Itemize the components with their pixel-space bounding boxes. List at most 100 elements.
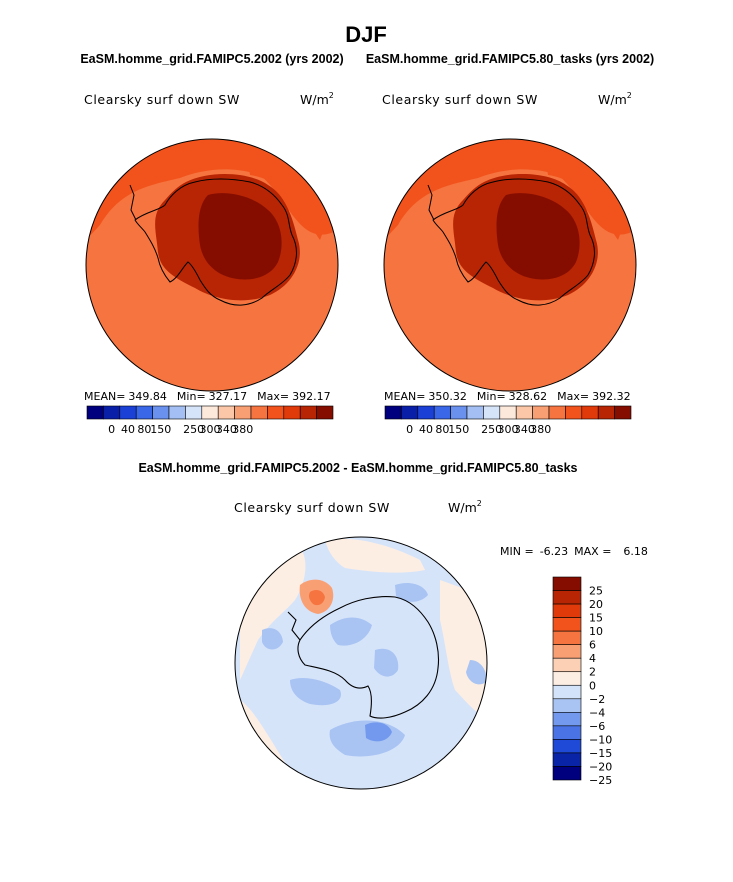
- panel-left-map: [86, 139, 338, 391]
- panel-right-colorbar-label: 0: [406, 423, 413, 436]
- panel-diff-colorbar-swatch: [552, 630, 582, 645]
- panel-right-colorbar-swatch: [466, 405, 484, 420]
- panel-right-colorbar-swatch: [499, 405, 517, 420]
- panel-diff-colorbar-label: −2: [589, 693, 605, 706]
- panel-diff-colorbar-swatch: [552, 617, 582, 632]
- panel-left-stats: MEAN= 349.84 Min= 327.17 Max= 392.17: [84, 390, 331, 403]
- panel-left-colorbar-swatch: [86, 405, 104, 420]
- panel-diff-colorbar-swatch: [552, 644, 582, 659]
- panel-left-colorbar-swatch: [168, 405, 186, 420]
- panel-diff-colorbar-swatch: [552, 657, 582, 673]
- panel-diff-colorbar-swatch: [552, 576, 582, 591]
- panel-right-map-border: [383, 138, 637, 392]
- panel-right-colorbar-swatch: [565, 405, 583, 420]
- panel-left-coastline: [134, 178, 297, 306]
- panel-left-colorbar-label: 0: [108, 423, 115, 436]
- panel-right-colorbar-swatch: [450, 405, 468, 420]
- panel-diff-colorbar-swatch: [552, 725, 582, 740]
- panel-right-colorbar-label: 380: [530, 423, 551, 436]
- panel-left-colorbar-label: 340: [216, 423, 237, 436]
- panel-right-colorbar-swatch: [597, 405, 615, 420]
- panel-left-colorbar-swatch: [103, 405, 121, 420]
- panel-diff-colorbar-swatch: [552, 603, 582, 618]
- panel-right-colorbar-swatch: [515, 405, 533, 420]
- panel-right-colorbar-swatch: [417, 405, 435, 420]
- panel-right-colorbar-swatch: [433, 405, 451, 420]
- panel-right-map: [384, 139, 636, 391]
- panel-right-colorbar-swatch: [548, 405, 566, 420]
- panel-diff-colorbar-label: 10: [589, 625, 603, 638]
- panel-diff-colorbar-label: −20: [589, 760, 612, 773]
- panel-right: EaSM.homme_grid.FAMIPC5.80_tasks (yrs 20…: [366, 52, 654, 436]
- panel-diff-colorbar-swatch: [552, 712, 582, 727]
- panel-diff-colorbar-label: 6: [589, 639, 596, 652]
- panel-right-peninsula: [427, 184, 435, 221]
- panel-left-map-border: [85, 138, 339, 392]
- panel-diff-colorbar-label: 15: [589, 612, 603, 625]
- panel-diff-colorbar-label: −4: [589, 706, 605, 719]
- panel-left-colorbar-swatch: [152, 405, 170, 420]
- panel-left-colorbar-swatch: [283, 405, 301, 420]
- panel-right-colorbar-label: 80: [435, 423, 449, 436]
- panel-diff-colorbar-label: −6: [589, 720, 605, 733]
- panel-diff: EaSM.homme_grid.FAMIPC5.2002 - EaSM.homm…: [138, 461, 648, 790]
- panel-left-peninsula: [129, 184, 137, 221]
- panel-right-title: EaSM.homme_grid.FAMIPC5.80_tasks (yrs 20…: [366, 52, 654, 66]
- panel-diff-colorbar-swatch: [552, 752, 582, 767]
- panel-diff-colorbar-label: −10: [589, 733, 612, 746]
- panel-right-units: W/m2: [598, 91, 632, 107]
- panel-right-colorbar-label: 150: [448, 423, 469, 436]
- panel-diff-colorbar-label: 25: [589, 585, 603, 598]
- panel-left-colorbar-swatch: [201, 405, 219, 420]
- panel-left-variable: Clearsky surf down SW: [84, 92, 240, 107]
- panel-left-units: W/m2: [300, 91, 334, 107]
- panel-left-colorbar-swatch: [299, 405, 317, 420]
- panel-right-stats: MEAN= 350.32 Min= 328.62 Max= 392.32: [384, 390, 631, 403]
- panel-left-colorbar-label: 380: [232, 423, 253, 436]
- panel-right-colorbar-label: 40: [419, 423, 433, 436]
- panel-right-colorbar-swatch: [483, 405, 501, 420]
- panel-right-colorbar-label: 340: [514, 423, 535, 436]
- panel-left-colorbar-label: 150: [150, 423, 171, 436]
- panel-diff-peninsula: [287, 611, 301, 641]
- panel-right-colorbar-label: 250: [481, 423, 502, 436]
- panel-diff-colorbar-swatch: [552, 671, 582, 686]
- panel-diff-colorbar-label: 20: [589, 598, 603, 611]
- panel-right-colorbar-label: 300: [498, 423, 519, 436]
- panel-diff-colorbar-label: −25: [589, 774, 612, 787]
- panel-right-colorbar-swatch: [384, 405, 402, 420]
- panel-left-colorbar-label: 250: [183, 423, 204, 436]
- panel-left-colorbar-swatch: [250, 405, 268, 420]
- panel-left-title: EaSM.homme_grid.FAMIPC5.2002 (yrs 2002): [80, 52, 343, 66]
- panel-right-colorbar-swatch: [401, 405, 419, 420]
- panel-diff-colorbar-swatch: [552, 739, 582, 754]
- panel-diff-colorbar-swatch: [552, 684, 582, 700]
- panel-right-colorbar-swatch: [532, 405, 550, 420]
- panel-left: EaSM.homme_grid.FAMIPC5.2002 (yrs 2002) …: [80, 52, 343, 436]
- panel-diff-units: W/m2: [448, 499, 482, 515]
- panel-diff-map-border: [234, 536, 488, 790]
- panel-diff-stats: MIN = -6.23 MAX = 6.18: [500, 545, 648, 558]
- panel-diff-title: EaSM.homme_grid.FAMIPC5.2002 - EaSM.homm…: [138, 461, 577, 475]
- panel-diff-colorbar-swatch: [552, 590, 582, 605]
- panel-left-colorbar-label: 300: [200, 423, 221, 436]
- panel-left-colorbar-swatch: [185, 405, 203, 420]
- panel-left-colorbar-swatch: [119, 405, 137, 420]
- panel-left-colorbar-swatch: [267, 405, 285, 420]
- panel-diff-colorbar-swatch: [552, 698, 582, 713]
- panel-left-colorbar-swatch: [316, 405, 334, 420]
- panel-diff-coastline: [297, 596, 440, 719]
- panel-right-colorbar-swatch: [614, 405, 632, 420]
- panel-right-colorbar-swatch: [581, 405, 599, 420]
- panel-right-variable: Clearsky surf down SW: [382, 92, 538, 107]
- panel-right-coastline: [432, 178, 595, 306]
- panel-diff-colorbar-label: 2: [589, 666, 596, 679]
- panel-diff-colorbar-label: 4: [589, 652, 596, 665]
- panel-left-colorbar-label: 40: [121, 423, 135, 436]
- panel-left-colorbar-swatch: [135, 405, 153, 420]
- panel-diff-colorbar-label: 0: [589, 679, 596, 692]
